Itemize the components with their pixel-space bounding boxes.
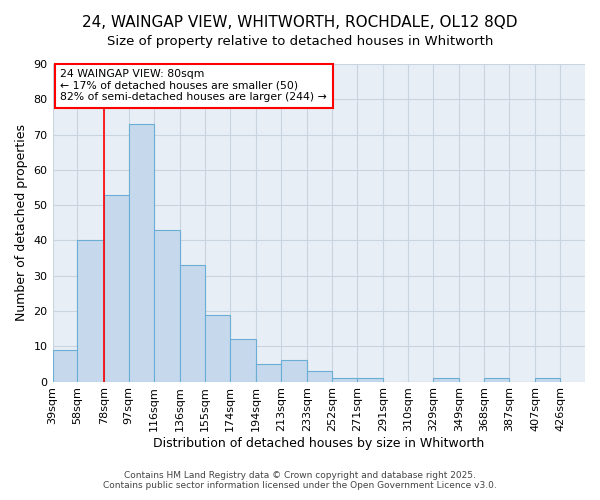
Bar [180,265,205,382]
Bar [205,314,230,382]
Bar [128,124,154,382]
Bar [433,378,459,382]
Bar [230,339,256,382]
Bar [357,378,383,382]
Bar [535,378,560,382]
Bar [484,378,509,382]
Bar [281,360,307,382]
Text: 24 WAINGAP VIEW: 80sqm
← 17% of detached houses are smaller (50)
82% of semi-det: 24 WAINGAP VIEW: 80sqm ← 17% of detached… [61,70,327,102]
Text: 24, WAINGAP VIEW, WHITWORTH, ROCHDALE, OL12 8QD: 24, WAINGAP VIEW, WHITWORTH, ROCHDALE, O… [82,15,518,30]
Text: Contains HM Land Registry data © Crown copyright and database right 2025.
Contai: Contains HM Land Registry data © Crown c… [103,470,497,490]
X-axis label: Distribution of detached houses by size in Whitworth: Distribution of detached houses by size … [153,437,484,450]
Y-axis label: Number of detached properties: Number of detached properties [15,124,28,322]
Bar [154,230,180,382]
Bar [332,378,357,382]
Text: Size of property relative to detached houses in Whitworth: Size of property relative to detached ho… [107,35,493,48]
Bar [53,350,77,382]
Bar [256,364,281,382]
Bar [307,371,332,382]
Bar [77,240,104,382]
Bar [104,194,128,382]
